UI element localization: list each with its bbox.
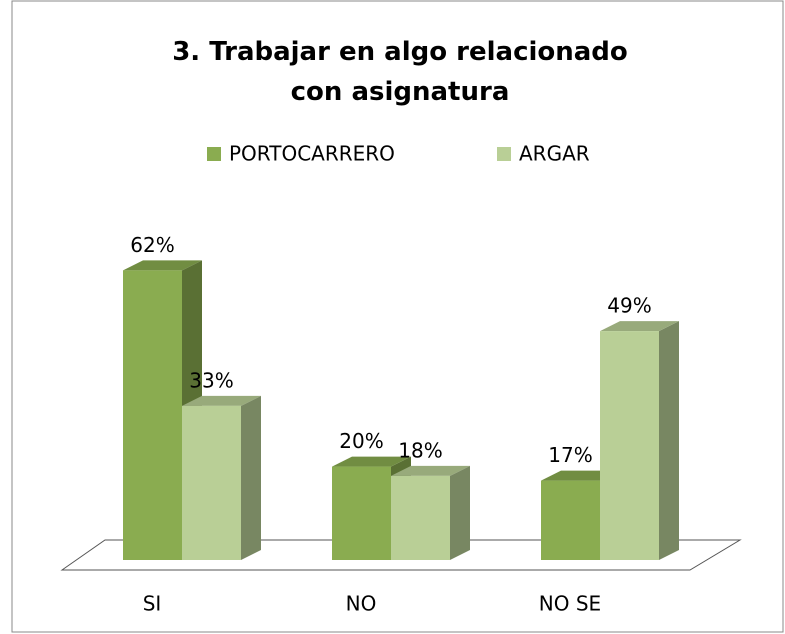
bar-top [391,465,470,476]
bar [332,466,391,560]
value-label: 33% [189,368,233,392]
x-tick-label: NO SE [539,592,601,616]
bar-top [182,395,261,406]
bar-side [659,321,679,560]
bar [123,270,182,560]
bar-top [600,321,679,332]
chart-border [11,0,784,633]
bar-side [450,465,470,560]
x-tick-label: NO [346,592,377,616]
value-label: 17% [548,443,592,467]
bar-side [241,395,261,560]
bar [391,475,450,560]
value-label: 18% [398,438,442,462]
legend-label: ARGAR [519,142,590,166]
legend-label: PORTOCARRERO [229,142,395,166]
bar [541,480,600,560]
value-label: 62% [130,233,174,257]
bar [600,331,659,560]
bar-top [332,456,411,467]
x-tick-label: SI [143,592,162,616]
value-label: 20% [339,429,383,453]
legend-swatch [497,147,511,161]
bar-top [123,260,202,271]
value-label: 49% [607,294,651,318]
chart-title: 3. Trabajar en algo relacionado con asig… [172,37,628,107]
legend-swatch [207,147,221,161]
bar [182,405,241,560]
